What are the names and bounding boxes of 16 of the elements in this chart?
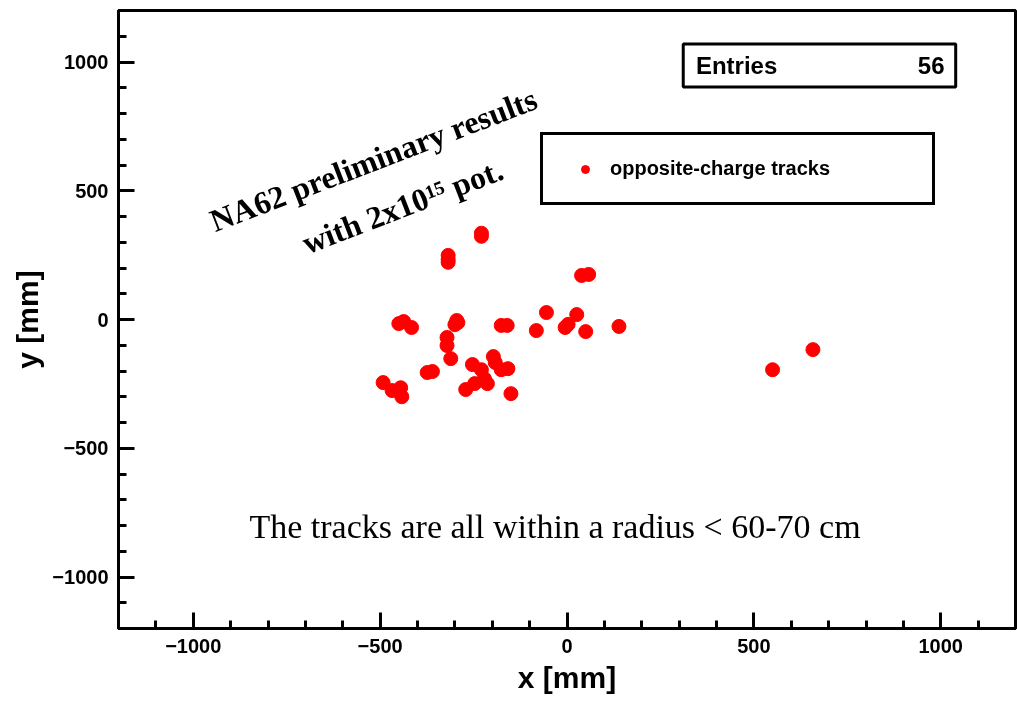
annotation: Entries: [695, 52, 778, 80]
x-tick-label: 500: [737, 634, 771, 657]
y-tick-label: 500: [75, 179, 109, 202]
y-tick-label: 1000: [64, 51, 109, 73]
annotation: The tracks are all within a radius < 60-70 cm: [249, 507, 861, 545]
x-axis-title: x [mm]: [517, 660, 617, 694]
legend-label: opposite-charge tracks: [610, 157, 832, 180]
y-axis-title: y [mm]: [11, 270, 45, 369]
x-tick-label: −1000: [165, 634, 222, 657]
x-tick-label: 1000: [918, 634, 963, 657]
y-tick-label: −1000: [52, 566, 109, 588]
annotation: 56: [917, 52, 945, 80]
y-tick-label: −500: [63, 437, 109, 460]
y-tick-label: 0: [97, 308, 109, 331]
x-tick-label: 0: [561, 634, 573, 657]
x-tick-label: −500: [357, 634, 403, 657]
